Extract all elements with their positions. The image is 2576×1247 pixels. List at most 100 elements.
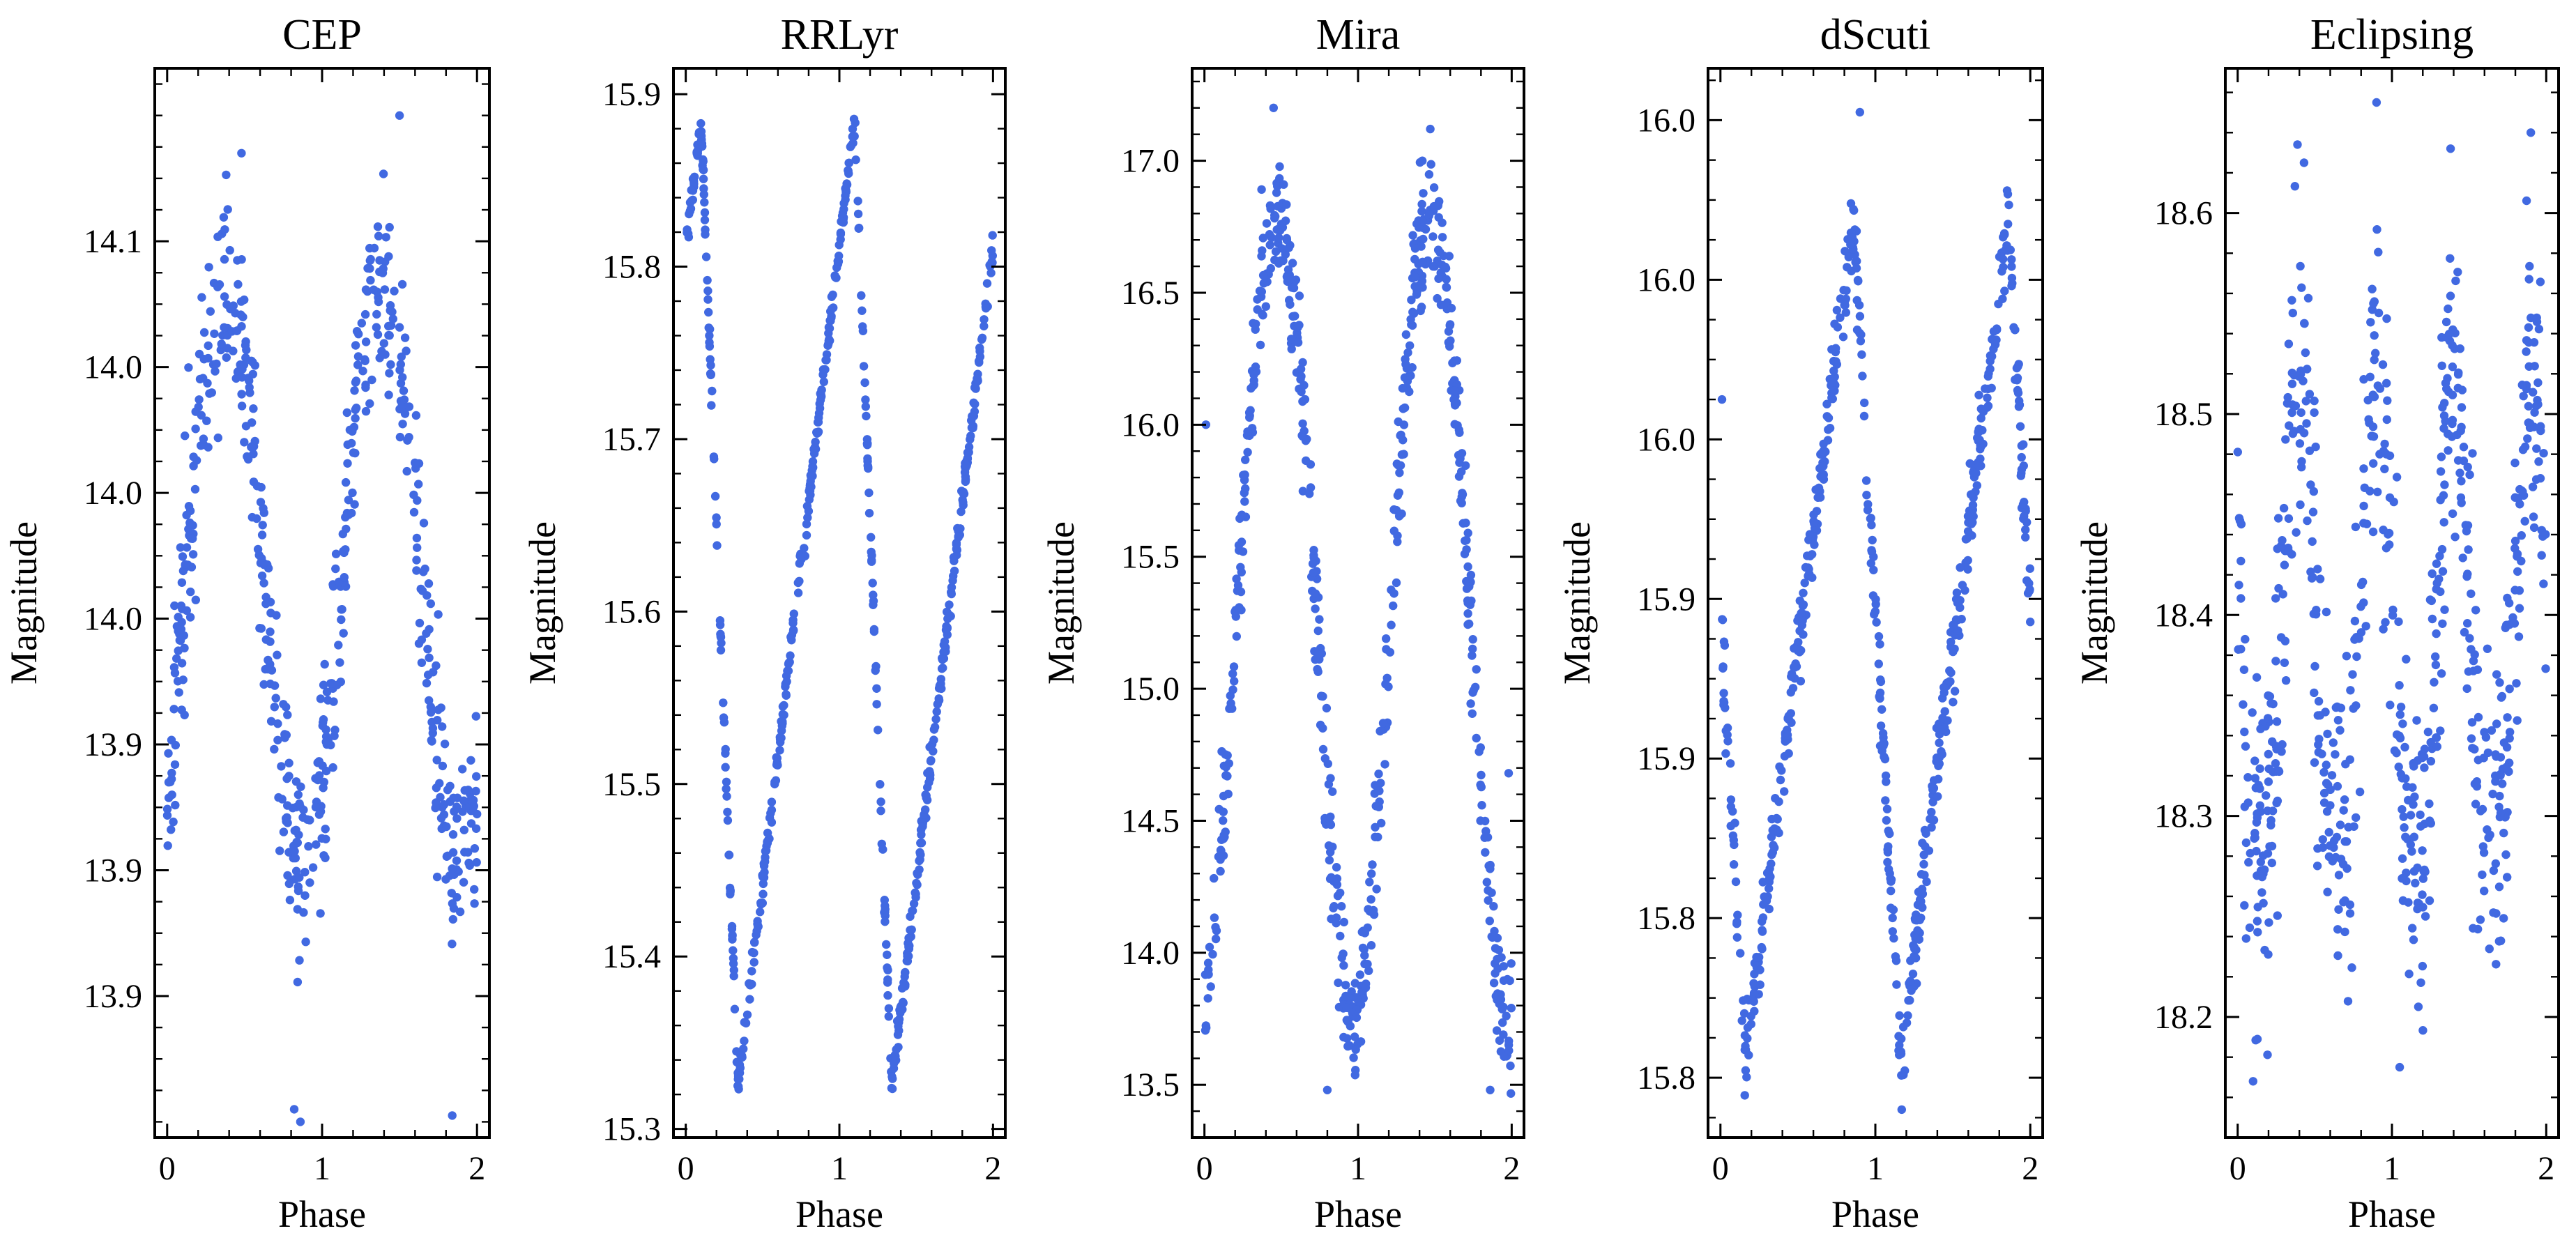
data-point [361, 337, 371, 346]
data-point [853, 197, 862, 206]
data-point [883, 975, 892, 984]
data-point [1915, 895, 1925, 905]
data-point [2297, 457, 2306, 466]
data-point [1306, 483, 1316, 492]
data-point [1324, 813, 1333, 823]
data-point [398, 373, 407, 382]
data-point [2246, 848, 2255, 858]
data-points [1717, 107, 2035, 1115]
data-point [912, 878, 921, 888]
data-point [2306, 480, 2315, 489]
data-point [1739, 996, 1748, 1005]
data-point [2404, 970, 2414, 979]
data-point [2453, 430, 2462, 440]
data-point [2510, 458, 2520, 468]
data-point [289, 1105, 299, 1114]
data-point [700, 215, 710, 224]
data-point [199, 355, 208, 364]
data-point [977, 333, 987, 342]
data-point [729, 954, 738, 963]
data-point [411, 411, 421, 420]
data-point [710, 491, 720, 501]
data-point [1378, 719, 1388, 728]
data-point [333, 680, 342, 689]
data-point [2416, 978, 2425, 988]
data-point [412, 556, 421, 565]
data-point [1282, 236, 1292, 245]
data-point [2522, 347, 2531, 356]
data-point [1856, 337, 1866, 346]
data-point [719, 713, 729, 722]
data-point [2498, 779, 2507, 788]
data-point [809, 463, 818, 472]
data-point [2295, 439, 2305, 448]
data-point [167, 768, 176, 778]
data-point [1914, 887, 1923, 896]
data-point [759, 879, 768, 889]
data-point [419, 519, 429, 528]
data-point [1852, 257, 1861, 266]
data-point [334, 641, 343, 650]
data-point [824, 336, 834, 346]
data-point [300, 891, 310, 901]
data-point [1770, 843, 1779, 852]
data-point [2499, 828, 2508, 838]
data-point [1891, 956, 1901, 965]
data-point [2241, 634, 2250, 644]
data-point [869, 600, 878, 609]
data-point [1392, 578, 1401, 588]
data-point [2280, 658, 2289, 667]
data-point [890, 1059, 899, 1068]
data-point [1403, 348, 1412, 358]
data-point [2439, 491, 2448, 500]
data-point [1336, 888, 1345, 898]
data-point [1341, 981, 1350, 990]
data-point [1481, 827, 1491, 836]
data-point [293, 977, 303, 987]
data-point [266, 637, 275, 646]
data-point [2339, 806, 2348, 815]
data-point [2428, 614, 2437, 624]
data-point [2465, 470, 2474, 480]
data-point [2333, 716, 2343, 725]
data-point [1295, 321, 1304, 330]
data-point [2285, 421, 2294, 430]
data-point [1887, 877, 1896, 886]
data-point [1286, 274, 1295, 284]
data-point [1946, 677, 1955, 686]
data-point [300, 868, 310, 877]
data-point [705, 331, 714, 340]
data-point [2250, 756, 2259, 765]
y-tick-label: 15.8 [602, 249, 661, 286]
data-point [1271, 247, 1281, 257]
data-point [459, 878, 468, 887]
data-point [1796, 677, 1806, 686]
data-point [1457, 498, 1466, 507]
data-point [2467, 734, 2476, 743]
data-point [423, 645, 432, 654]
data-point [2385, 493, 2395, 503]
data-point [821, 355, 830, 365]
data-point [1237, 510, 1247, 519]
data-point [2373, 487, 2382, 496]
data-point [275, 846, 284, 855]
data-point [282, 774, 291, 783]
data-point [1239, 471, 1248, 480]
data-point [351, 341, 360, 350]
data-point [2510, 619, 2520, 628]
data-point [170, 601, 179, 611]
y-tick-label: 15.8 [1637, 1059, 1695, 1096]
data-point [1279, 180, 1288, 189]
data-point [217, 339, 226, 349]
data-point [1261, 302, 1271, 311]
y-axis-label: Magnitude [3, 521, 45, 684]
y-tick-label: 15.5 [602, 766, 661, 803]
data-point [2513, 716, 2522, 725]
data-point [2368, 284, 2377, 293]
data-point [2435, 551, 2444, 560]
data-point [1721, 749, 1730, 758]
data-point [2233, 447, 2242, 457]
y-axis-label: Magnitude [1556, 521, 1598, 684]
data-point [2255, 764, 2264, 773]
data-point [2289, 427, 2299, 436]
